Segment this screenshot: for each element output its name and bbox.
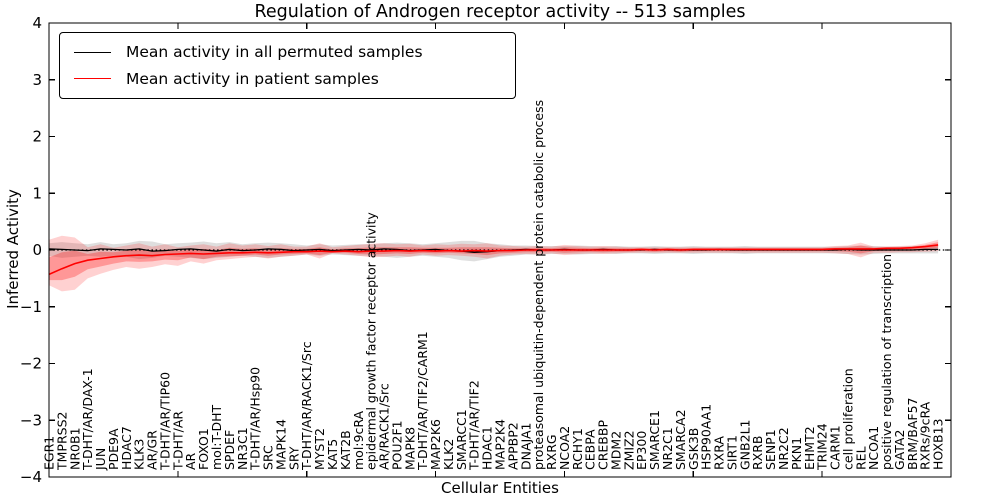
x-category-label: SMARCC1 — [454, 409, 469, 470]
x-category-label: RXRs/9cRA — [918, 401, 933, 470]
patient-mean-line — [48, 244, 939, 276]
x-category-label: mol:9cRA — [351, 410, 366, 470]
y-tick-label: 4 — [32, 14, 42, 32]
x-category-label: SMARCE1 — [647, 410, 662, 470]
permuted-line-swatch — [74, 51, 111, 53]
x-category-label: MAPK8 — [402, 427, 417, 470]
x-category-label: EP300 — [634, 431, 649, 470]
x-category-label: BRM/BAF57 — [905, 398, 920, 470]
patient-range-band-inner — [49, 242, 939, 281]
x-category-label: SMARCA2 — [673, 409, 688, 470]
x-category-label: NR0B1 — [67, 427, 82, 470]
x-category-label: JUN — [93, 448, 108, 471]
x-category-label: FOXO1 — [196, 428, 211, 470]
x-category-label: GATA2 — [892, 430, 907, 470]
legend-item-permuted: Mean activity in all permuted samples — [74, 43, 501, 61]
x-category-label: T-DHT/AR/TIP60 — [158, 372, 173, 471]
x-category-label: T-DHT/AR/TIF2/CARM1 — [415, 331, 430, 471]
x-category-label: KLK3 — [132, 439, 147, 470]
x-category-label: EGR1 — [42, 436, 57, 470]
x-category-label: CREBBP — [596, 420, 611, 470]
x-category-label: NR3C1 — [235, 427, 250, 470]
x-category-label: RXRG — [544, 434, 559, 470]
x-category-label: positive regulation of transcription — [879, 254, 894, 470]
x-category-label: proteasomal ubiquitin-dependent protein … — [531, 100, 546, 470]
x-category-label: KAT2B — [338, 430, 353, 470]
legend: Mean activity in all permuted samples Me… — [59, 32, 516, 99]
x-category-label: HDAC7 — [119, 426, 134, 470]
x-category-label: epidermal growth factor receptor activit… — [364, 212, 379, 470]
x-category-label: POU2F1 — [389, 420, 404, 470]
x-category-label: TMPRSS2 — [54, 412, 69, 471]
x-category-label: CARM1 — [828, 425, 843, 470]
y-tick-label: 3 — [32, 71, 42, 89]
x-category-label: KLK2 — [441, 439, 456, 470]
x-category-label: mol:T-DHT — [209, 404, 224, 470]
x-category-label: SENP1 — [763, 429, 778, 470]
x-category-label: PDE9A — [106, 428, 121, 470]
chart-title: Regulation of Androgen receptor activity… — [254, 2, 746, 22]
x-category-label: NR2C2 — [776, 427, 791, 470]
x-category-label: NCOA2 — [557, 426, 572, 470]
x-category-label: TRIM24 — [815, 423, 830, 471]
x-category-label: RCHY1 — [570, 428, 585, 470]
x-category-label: cell proliferation — [840, 368, 855, 470]
x-category-label: MAP2K6 — [428, 419, 443, 470]
x-category-label: GNB2L1 — [737, 420, 752, 470]
legend-label-permuted: Mean activity in all permuted samples — [126, 43, 423, 62]
y-tick-label: −1 — [20, 298, 42, 316]
x-category-label: T-DHT/AR — [170, 411, 185, 471]
x-category-label: GSK3B — [686, 428, 701, 470]
x-axis-label: Cellular Entities — [441, 479, 559, 497]
x-category-label: ZMIZ2 — [621, 430, 636, 470]
x-category-label: T-DHT/AR/DAX-1 — [80, 368, 95, 471]
x-category-label: RXRB — [750, 435, 765, 470]
x-category-label: EHMT2 — [802, 426, 817, 470]
legend-item-patient: Mean activity in patient samples — [74, 70, 501, 88]
x-category-label: REL — [853, 446, 868, 470]
x-category-label: AR/RACK1/Src — [377, 383, 392, 470]
x-category-label: MAPK14 — [273, 419, 288, 470]
x-category-label: MDM2 — [609, 431, 624, 470]
x-category-label: SIRT1 — [724, 435, 739, 470]
y-tick-label: −2 — [20, 355, 42, 373]
x-category-label: MAP2K4 — [493, 419, 508, 470]
x-category-label: KAT5 — [325, 439, 340, 470]
x-category-label: APPBP2 — [505, 422, 520, 470]
x-category-label: T-DHT/AR/TIF2 — [467, 380, 482, 471]
x-category-label: MYST2 — [312, 428, 327, 470]
y-tick-label: −4 — [20, 468, 42, 486]
x-category-label: RXRA — [712, 436, 727, 470]
legend-label-patient: Mean activity in patient samples — [126, 69, 379, 88]
x-category-label: SRY — [286, 446, 301, 470]
x-category-label: PKN1 — [789, 437, 804, 470]
x-category-label: HSP90AA1 — [699, 404, 714, 470]
y-tick-label: 1 — [32, 184, 42, 202]
x-category-label: SRC — [261, 445, 276, 470]
y-tick-label: −3 — [20, 411, 42, 429]
y-tick-label: 2 — [32, 128, 42, 146]
y-axis-label: Inferred Activity — [4, 189, 22, 309]
x-category-label: T-DHT/AR/Hsp90 — [248, 367, 263, 471]
x-category-label: HOXB13 — [931, 419, 946, 470]
y-tick-label: 0 — [32, 241, 42, 259]
x-category-label: DNAJA1 — [518, 423, 533, 471]
patient-line-swatch — [74, 78, 111, 80]
x-category-label: HDAC1 — [480, 426, 495, 470]
x-category-label: SPDEF — [222, 430, 237, 470]
x-category-label: NCOA1 — [866, 426, 881, 470]
x-category-label: AR/GR — [145, 430, 160, 470]
x-category-label: AR — [183, 452, 198, 470]
x-category-label: CEBPA — [583, 429, 598, 470]
x-category-label: NR2C1 — [660, 427, 675, 470]
x-category-label: T-DHT/AR/RACK1/Src — [299, 341, 314, 471]
